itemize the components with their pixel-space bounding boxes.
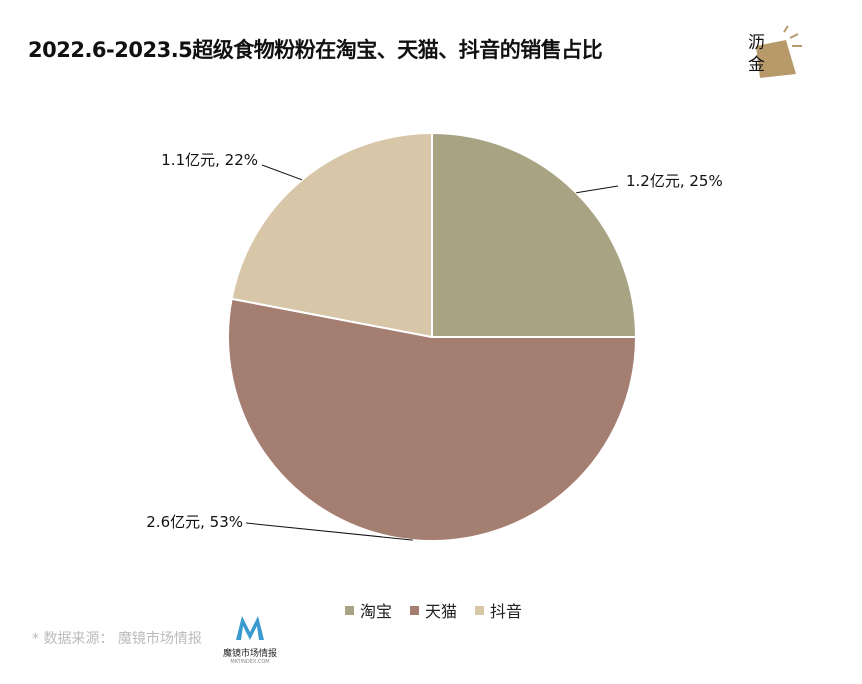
leader-line: [261, 164, 303, 181]
legend-item-taobao: 淘宝: [345, 598, 392, 622]
source-logo: 魔镜市场情报 MKTINDEX.COM: [222, 614, 278, 665]
chart-title: 2022.6-2023.5超级食物粉粉在淘宝、天猫、抖音的销售占比: [28, 38, 603, 62]
data-source: * 数据来源： 魔镜市场情报: [32, 631, 202, 647]
legend-label: 淘宝: [360, 602, 393, 621]
legend-swatch: [410, 605, 420, 615]
brand-logo: 沥 金: [740, 24, 810, 82]
legend-label: 天猫: [425, 602, 458, 621]
legend-swatch: [475, 605, 485, 615]
source-logo-text: 魔镜市场情报: [222, 649, 277, 659]
data-label: 2.6亿元, 53%: [146, 513, 243, 531]
data-label: 1.2亿元, 25%: [626, 172, 723, 190]
legend-item-tmall: 天猫: [410, 598, 457, 622]
source-logo-subtext: MKTINDEX.COM: [230, 659, 270, 665]
legend-label: 抖音: [490, 602, 523, 621]
svg-text:沥: 沥: [748, 33, 765, 53]
pie-slice-0: [431, 131, 638, 338]
data-label: 1.1亿元, 22%: [161, 151, 258, 169]
leader-line: [245, 522, 413, 541]
leader-line: [576, 185, 619, 194]
legend: 淘宝 天猫 抖音: [345, 598, 522, 622]
svg-text:金: 金: [748, 55, 765, 75]
legend-item-douyin: 抖音: [475, 598, 522, 622]
legend-swatch: [345, 605, 354, 615]
